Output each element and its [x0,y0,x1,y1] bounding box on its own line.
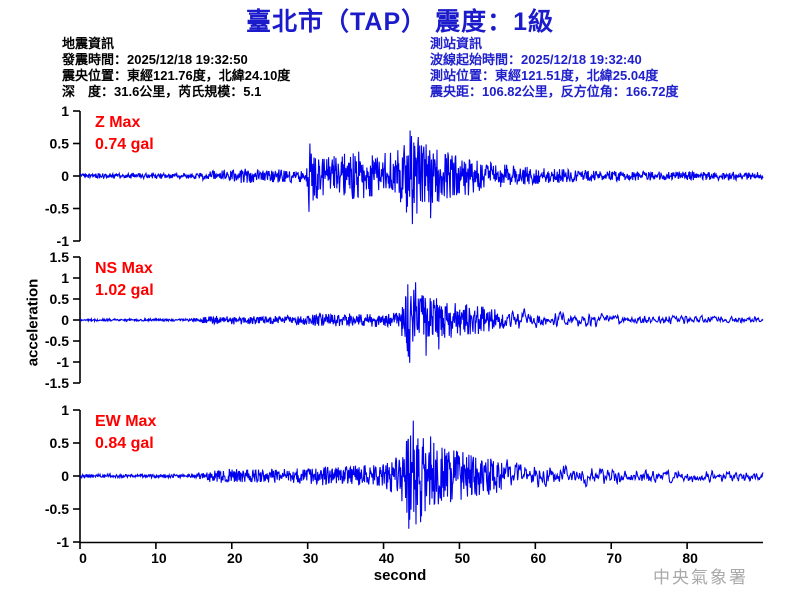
x-tick-label: 20 [227,550,243,566]
eq-info-heading: 地震資訊 [62,36,115,51]
y-tick-label: -1 [57,534,70,550]
eq-info-epicenter: 震央位置：東經121.76度，北緯24.10度 [62,68,291,83]
station-info-start-time: 波線起始時間：2025/12/18 19:32:40 [430,52,642,67]
agency-watermark: 中央氣象署 [653,568,748,587]
channel-max-value-Z: 0.74 gal [95,136,154,153]
station-info-location: 測站位置：東經121.51度，北緯25.04度 [430,68,659,83]
x-tick-label: 60 [531,550,547,566]
page-title: 臺北市（TAP） 震度：1級 [246,8,554,36]
channel-max-value-EW: 0.84 gal [95,435,154,452]
eq-info-depth-magnitude: 深 度：31.6公里，芮氏規模：5.1 [62,84,262,99]
station-info-heading: 測站資訊 [430,36,483,51]
y-tick-label: 1.5 [50,249,70,265]
y-tick-label: 0.5 [50,136,70,152]
trace-Z [79,130,764,225]
x-tick-label: 40 [379,550,395,566]
channel-max-label-Z: Z Max [95,114,140,131]
x-tick-label: 30 [303,550,319,566]
y-tick-label: -0.5 [45,201,69,217]
y-tick-label: -1 [57,354,70,370]
x-tick-label: 80 [682,550,698,566]
station-info-block: 測站資訊 波線起始時間：2025/12/18 19:32:40 測站位置：東經1… [430,36,679,100]
x-tick-label: 50 [455,550,471,566]
y-tick-label: 1 [61,402,69,418]
station-info-distance-azimuth: 震央距：106.82公里，反方位角：166.72度 [430,84,679,99]
y-tick-label: -1 [57,233,70,249]
channel-max-label-NS: NS Max [95,260,153,277]
channel-max-label-EW: EW Max [95,413,156,430]
y-tick-label: 0.5 [50,291,70,307]
y-tick-label: -1.5 [45,375,69,391]
y-tick-label: 1 [61,103,69,119]
y-tick-label: 0.5 [50,435,70,451]
eq-info-origin-time: 發震時間：2025/12/18 19:32:50 [62,52,248,67]
y-tick-label: 0 [61,312,69,328]
x-tick-label: 10 [151,550,167,566]
y-tick-label: -0.5 [45,333,69,349]
x-axis-label: second [373,567,427,584]
y-tick-label: 0 [61,168,69,184]
y-tick-label: 1 [61,270,69,286]
x-tick-label: 0 [79,550,87,566]
y-tick-label: -0.5 [45,501,69,517]
channel-max-value-NS: 1.02 gal [95,282,154,299]
x-tick-label: 70 [606,550,622,566]
y-tick-label: 0 [61,468,69,484]
trace-NS [79,282,764,363]
trace-EW [79,420,764,529]
earthquake-info-block: 地震資訊 發震時間：2025/12/18 19:32:50 震央位置：東經121… [62,36,290,100]
